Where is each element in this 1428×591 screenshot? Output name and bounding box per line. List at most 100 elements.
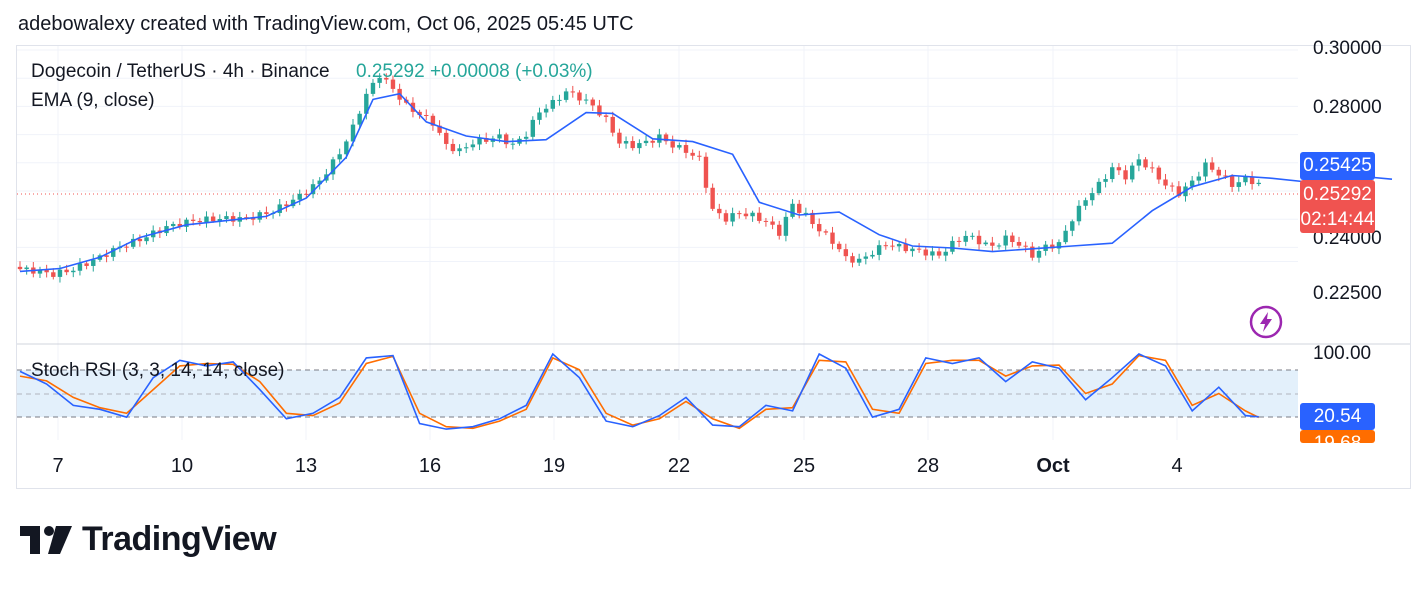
tradingview-logo[interactable]: TradingView	[20, 520, 277, 559]
candle-body	[257, 212, 262, 220]
candle-body	[1110, 167, 1115, 180]
candle-body	[77, 263, 83, 271]
header-attribution: adebowalexy created with TradingView.com…	[18, 13, 634, 35]
candle-body	[590, 99, 595, 106]
candle-body	[184, 219, 189, 227]
candle-body	[1169, 185, 1175, 187]
candle-body	[870, 254, 875, 257]
candle-body	[217, 218, 222, 222]
candle-body	[1243, 176, 1248, 183]
stoch-d-tag: 19.68	[1300, 430, 1375, 443]
candle-body	[677, 145, 682, 148]
candle-body	[783, 216, 789, 236]
candle-body	[763, 220, 769, 222]
candle-body	[557, 99, 562, 101]
candle-body	[537, 112, 542, 120]
candle-body	[883, 245, 888, 247]
candle-body	[1076, 205, 1082, 222]
stoch-axis-label: 100.00	[1313, 343, 1372, 364]
candle-body	[1130, 165, 1135, 180]
candle-body	[890, 245, 895, 247]
candle-body	[330, 159, 336, 175]
candle-body	[304, 193, 309, 195]
candle-body	[377, 77, 382, 83]
candle-body	[863, 256, 869, 259]
candle-body	[337, 154, 342, 160]
bar-countdown: 02:14:44	[1300, 209, 1375, 230]
candle-body	[1143, 159, 1148, 168]
legend-ema[interactable]: EMA (9, close)	[31, 90, 155, 111]
candle-body	[224, 216, 229, 219]
candle-body	[1050, 244, 1055, 249]
candle-body	[1010, 235, 1015, 243]
candle-body	[370, 82, 376, 94]
chart-frame[interactable]	[16, 45, 1411, 489]
candle-body	[190, 219, 196, 221]
x-axis-label: 7	[52, 455, 64, 477]
candle-body	[903, 244, 908, 252]
candles	[17, 73, 1261, 283]
candle-body	[683, 145, 689, 153]
candle-body	[104, 255, 109, 257]
candle-body	[111, 248, 116, 257]
candle-body	[690, 152, 695, 156]
candle-body	[583, 99, 589, 101]
candle-body	[1103, 179, 1108, 182]
candle-body	[457, 148, 462, 152]
candle-body	[743, 213, 749, 217]
candle-body	[470, 144, 476, 148]
candle-body	[530, 119, 536, 137]
candle-body	[1249, 176, 1255, 185]
x-axis-label: 16	[418, 455, 442, 477]
candle-body	[390, 79, 396, 89]
candle-body	[497, 134, 502, 139]
candle-body	[24, 267, 29, 270]
candle-body	[970, 235, 975, 237]
candle-body	[637, 143, 642, 149]
candle-body	[916, 248, 922, 250]
candle-body	[444, 132, 449, 144]
candle-body	[923, 249, 928, 256]
candle-body	[876, 245, 882, 255]
candle-body	[277, 204, 282, 213]
candle-body	[830, 232, 835, 244]
candle-body	[710, 187, 715, 209]
lightning-icon[interactable]	[1249, 305, 1283, 339]
candle-body	[1136, 159, 1142, 166]
candle-body	[737, 213, 742, 215]
candle-body	[424, 115, 429, 117]
candle-body	[297, 193, 302, 200]
legend-symbol[interactable]: Dogecoin / TetherUS · 4h · Binance	[31, 61, 330, 82]
candle-body	[597, 105, 602, 116]
candle-body	[84, 263, 89, 266]
last-price-tag: 0.25292 02:14:44	[1300, 180, 1375, 233]
x-axis-label: 13	[294, 455, 318, 477]
candle-body	[131, 238, 136, 247]
candle-body	[290, 199, 296, 207]
tradingview-logo-icon	[20, 525, 72, 554]
candle-body	[1063, 230, 1068, 243]
candle-body	[1196, 176, 1202, 181]
candle-body	[817, 224, 822, 232]
candle-body	[610, 116, 615, 133]
candle-body	[910, 248, 915, 252]
candle-body	[350, 124, 356, 142]
price-axis-label: 0.24000	[1313, 228, 1382, 249]
candle-body	[643, 140, 649, 144]
candle-body	[1189, 180, 1195, 187]
candle-body	[144, 237, 149, 242]
candle-body	[1156, 167, 1162, 180]
candle-body	[197, 220, 203, 223]
candle-body	[956, 240, 962, 242]
candle-body	[797, 203, 802, 213]
candle-body	[1056, 242, 1062, 249]
x-axis-label: Oct	[1036, 455, 1070, 477]
candle-body	[996, 245, 1002, 247]
candle-body	[230, 216, 236, 222]
candle-body	[1030, 246, 1035, 258]
candle-body	[1223, 175, 1228, 177]
candle-body	[1216, 169, 1221, 176]
legend-stoch[interactable]: Stoch RSI (3, 3, 14, 14, close)	[31, 360, 285, 381]
candle-body	[57, 269, 63, 277]
